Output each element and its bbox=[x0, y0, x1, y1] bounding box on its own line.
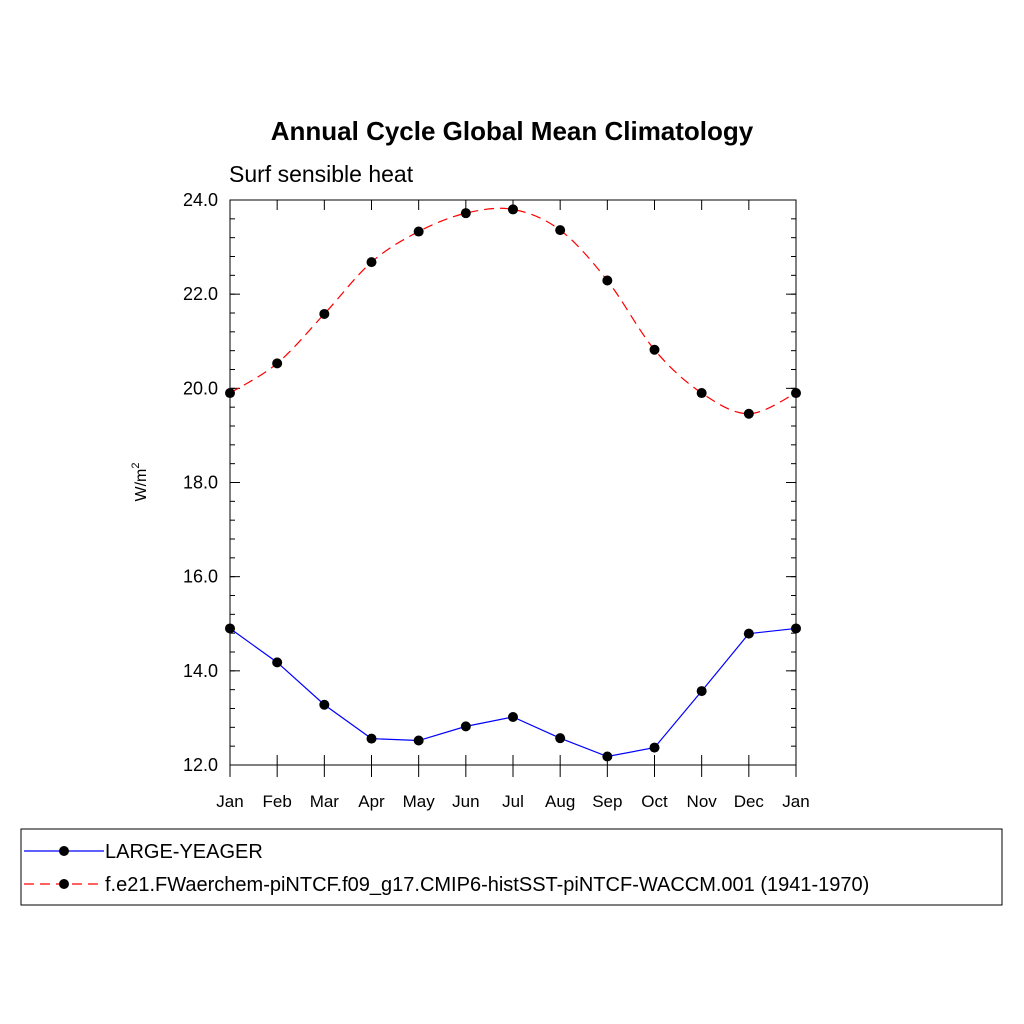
y-axis-label-superscript: 2 bbox=[130, 463, 142, 469]
x-tick-label: May bbox=[403, 792, 436, 811]
data-point bbox=[272, 657, 283, 668]
data-point bbox=[696, 686, 707, 697]
x-tick-label: Sep bbox=[592, 792, 622, 811]
legend-label: f.e21.FWaerchem-piNTCF.f09_g17.CMIP6-his… bbox=[105, 874, 869, 896]
data-point bbox=[696, 388, 707, 399]
x-tick-label: Jan bbox=[782, 792, 809, 811]
legend-box bbox=[20, 828, 1003, 906]
data-point bbox=[602, 751, 613, 762]
series-line bbox=[229, 207, 797, 415]
x-tick-label: Apr bbox=[358, 792, 385, 811]
data-point bbox=[649, 344, 660, 355]
data-point bbox=[555, 225, 566, 236]
series-1 bbox=[225, 623, 801, 762]
legend-marker bbox=[59, 879, 69, 889]
legend-items: LARGE-YEAGER f.e21.FWaerchem-piNTCF.f09_g… bbox=[24, 841, 869, 896]
x-tick-label: Oct bbox=[641, 792, 668, 811]
y-tick-label: 22.0 bbox=[183, 284, 218, 304]
data-point bbox=[413, 226, 424, 237]
data-point bbox=[272, 358, 283, 369]
data-point bbox=[602, 275, 613, 286]
x-tick-label: Mar bbox=[310, 792, 340, 811]
data-point bbox=[555, 733, 566, 744]
legend-item-1: LARGE-YEAGER bbox=[24, 841, 263, 863]
data-point bbox=[649, 742, 660, 753]
y-tick-label: 24.0 bbox=[183, 190, 218, 210]
y-tick-label: 12.0 bbox=[183, 755, 218, 775]
x-tick-label: Jan bbox=[216, 792, 243, 811]
x-tick-label: Nov bbox=[687, 792, 718, 811]
data-point bbox=[225, 388, 235, 399]
data-point bbox=[743, 408, 754, 419]
series-layer bbox=[225, 204, 801, 762]
y-tick-label: 14.0 bbox=[183, 661, 218, 681]
chart-subtitle: Surf sensible heat bbox=[229, 161, 414, 187]
legend-item-2: f.e21.FWaerchem-piNTCF.f09_g17.CMIP6-his… bbox=[24, 874, 869, 896]
data-point bbox=[366, 257, 377, 268]
y-axis-label: W/m2 bbox=[130, 463, 150, 502]
y-tick-label: 20.0 bbox=[183, 378, 218, 398]
data-point bbox=[366, 733, 377, 744]
data-point bbox=[460, 208, 471, 219]
x-tick-label: Jul bbox=[502, 792, 524, 811]
data-point bbox=[319, 699, 330, 710]
legend-label: LARGE-YEAGER bbox=[105, 841, 263, 863]
data-point bbox=[319, 308, 330, 319]
y-axis: 12.0 14.0 16.0 18.0 20.0 22.0 24.0 bbox=[183, 190, 796, 775]
x-tick-label: Aug bbox=[545, 792, 575, 811]
legend-marker bbox=[59, 846, 69, 856]
series-2 bbox=[225, 204, 801, 419]
y-tick-label: 16.0 bbox=[183, 567, 218, 587]
data-point bbox=[413, 735, 424, 746]
data-point bbox=[508, 204, 518, 215]
data-point bbox=[743, 628, 754, 639]
x-tick-label: Jun bbox=[452, 792, 479, 811]
x-tick-label: Feb bbox=[263, 792, 292, 811]
data-point bbox=[791, 623, 801, 634]
data-point bbox=[460, 721, 471, 732]
chart-title: Annual Cycle Global Mean Climatology bbox=[271, 116, 754, 146]
series-line bbox=[229, 627, 797, 758]
x-axis: Jan Feb Mar Apr May Jun Jul Aug Sep Oct Nov Dec Jan bbox=[216, 200, 810, 811]
x-tick-label: Dec bbox=[734, 792, 765, 811]
data-point bbox=[791, 388, 801, 399]
y-axis-label-text: W/m bbox=[133, 469, 150, 502]
data-point bbox=[508, 711, 518, 722]
data-point bbox=[225, 623, 235, 634]
y-tick-label: 18.0 bbox=[183, 473, 218, 493]
legend: LARGE-YEAGER f.e21.FWaerchem-piNTCF.f09_g… bbox=[20, 828, 1003, 906]
